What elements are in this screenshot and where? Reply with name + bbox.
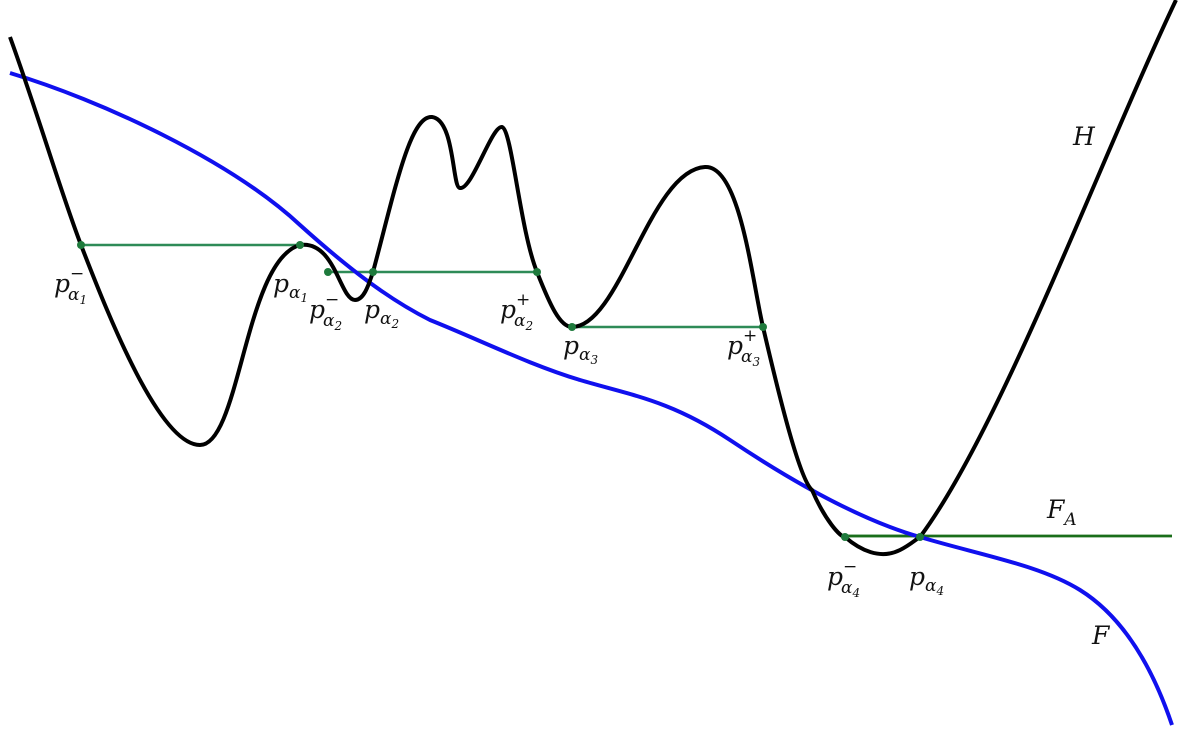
label-p-alpha2-plus-sub: α xyxy=(514,311,526,331)
label-p-alpha3-subsub: 3 xyxy=(591,353,599,367)
label-p-alpha2-minus-sup: − xyxy=(325,290,339,310)
label-p-alpha4: pα4 xyxy=(909,562,944,598)
label-p-alpha2-plus-sup: + xyxy=(516,290,530,310)
label-p-alpha2-minus: p− α2 xyxy=(309,290,342,333)
label-p-alpha1-sub: α xyxy=(289,283,301,303)
curve-H xyxy=(8,0,1178,556)
label-p-alpha4-minus-subsub: 4 xyxy=(851,586,860,600)
label-p-alpha3-base: p xyxy=(563,331,579,360)
label-p-alpha1-minus-sub: α xyxy=(68,285,80,305)
label-p-alpha2: pα2 xyxy=(364,295,399,331)
label-p-alpha4-minus-sup: − xyxy=(843,557,857,577)
label-p-alpha4-minus-base: p xyxy=(827,562,843,591)
label-p-alpha4-subsub: 4 xyxy=(936,584,945,598)
label-p-alpha1: pα1 xyxy=(273,269,308,305)
point-p-alpha3 xyxy=(568,323,576,331)
label-p-alpha1-subsub: 1 xyxy=(301,291,309,305)
label-p-alpha2-minus-subsub: 2 xyxy=(333,319,342,333)
label-p-alpha3-plus-base: p xyxy=(727,331,743,360)
curve-F xyxy=(9,71,1174,726)
point-p-alpha2-plus xyxy=(533,268,541,276)
label-p-alpha3-plus: p+ α3 xyxy=(727,326,760,369)
point-p-alpha4-minus xyxy=(841,533,849,541)
label-p-alpha3-plus-sup: + xyxy=(743,326,757,346)
label-p-alpha2-minus-base: p xyxy=(309,295,325,324)
label-p-alpha4-base: p xyxy=(909,562,925,591)
label-p-alpha4-minus: p− α4 xyxy=(827,557,860,600)
label-p-alpha1-minus-sup: − xyxy=(70,264,84,284)
point-p-alpha1 xyxy=(296,241,304,249)
label-p-alpha2-subsub: 2 xyxy=(391,317,400,331)
label-p-alpha1-minus: p− α1 xyxy=(54,264,87,307)
label-p-alpha3-sub: α xyxy=(579,345,591,365)
label-F-A: FA xyxy=(1046,495,1077,530)
label-p-alpha4-sub: α xyxy=(925,576,937,596)
label-p-alpha2-plus-base: p xyxy=(500,295,516,324)
label-p-alpha3: pα3 xyxy=(563,331,599,367)
label-p-alpha3-plus-sub: α xyxy=(741,347,753,367)
label-p-alpha2-sub: α xyxy=(380,309,392,329)
label-F: F xyxy=(1091,621,1111,650)
point-p-alpha2-minus xyxy=(324,268,332,276)
label-p-alpha2-minus-sub: α xyxy=(323,311,335,331)
point-p-alpha1-minus xyxy=(77,241,85,249)
label-p-alpha2-plus: p+ α2 xyxy=(500,290,533,333)
label-p-alpha1-minus-subsub: 1 xyxy=(79,293,87,307)
label-F-A-sub: A xyxy=(1062,510,1076,530)
point-p-alpha2 xyxy=(369,268,377,276)
label-p-alpha2-base: p xyxy=(364,295,380,324)
label-H: H xyxy=(1072,122,1096,151)
label-p-alpha1-minus-base: p xyxy=(54,269,70,298)
label-F-A-base: F xyxy=(1046,495,1066,524)
label-p-alpha1-base: p xyxy=(273,269,289,298)
point-p-alpha4 xyxy=(916,533,924,541)
label-p-alpha2-plus-subsub: 2 xyxy=(524,319,533,333)
label-p-alpha4-minus-sub: α xyxy=(841,578,853,598)
label-p-alpha3-plus-subsub: 3 xyxy=(752,355,760,369)
point-p-alpha3-plus xyxy=(759,323,767,331)
level-points xyxy=(77,241,924,541)
